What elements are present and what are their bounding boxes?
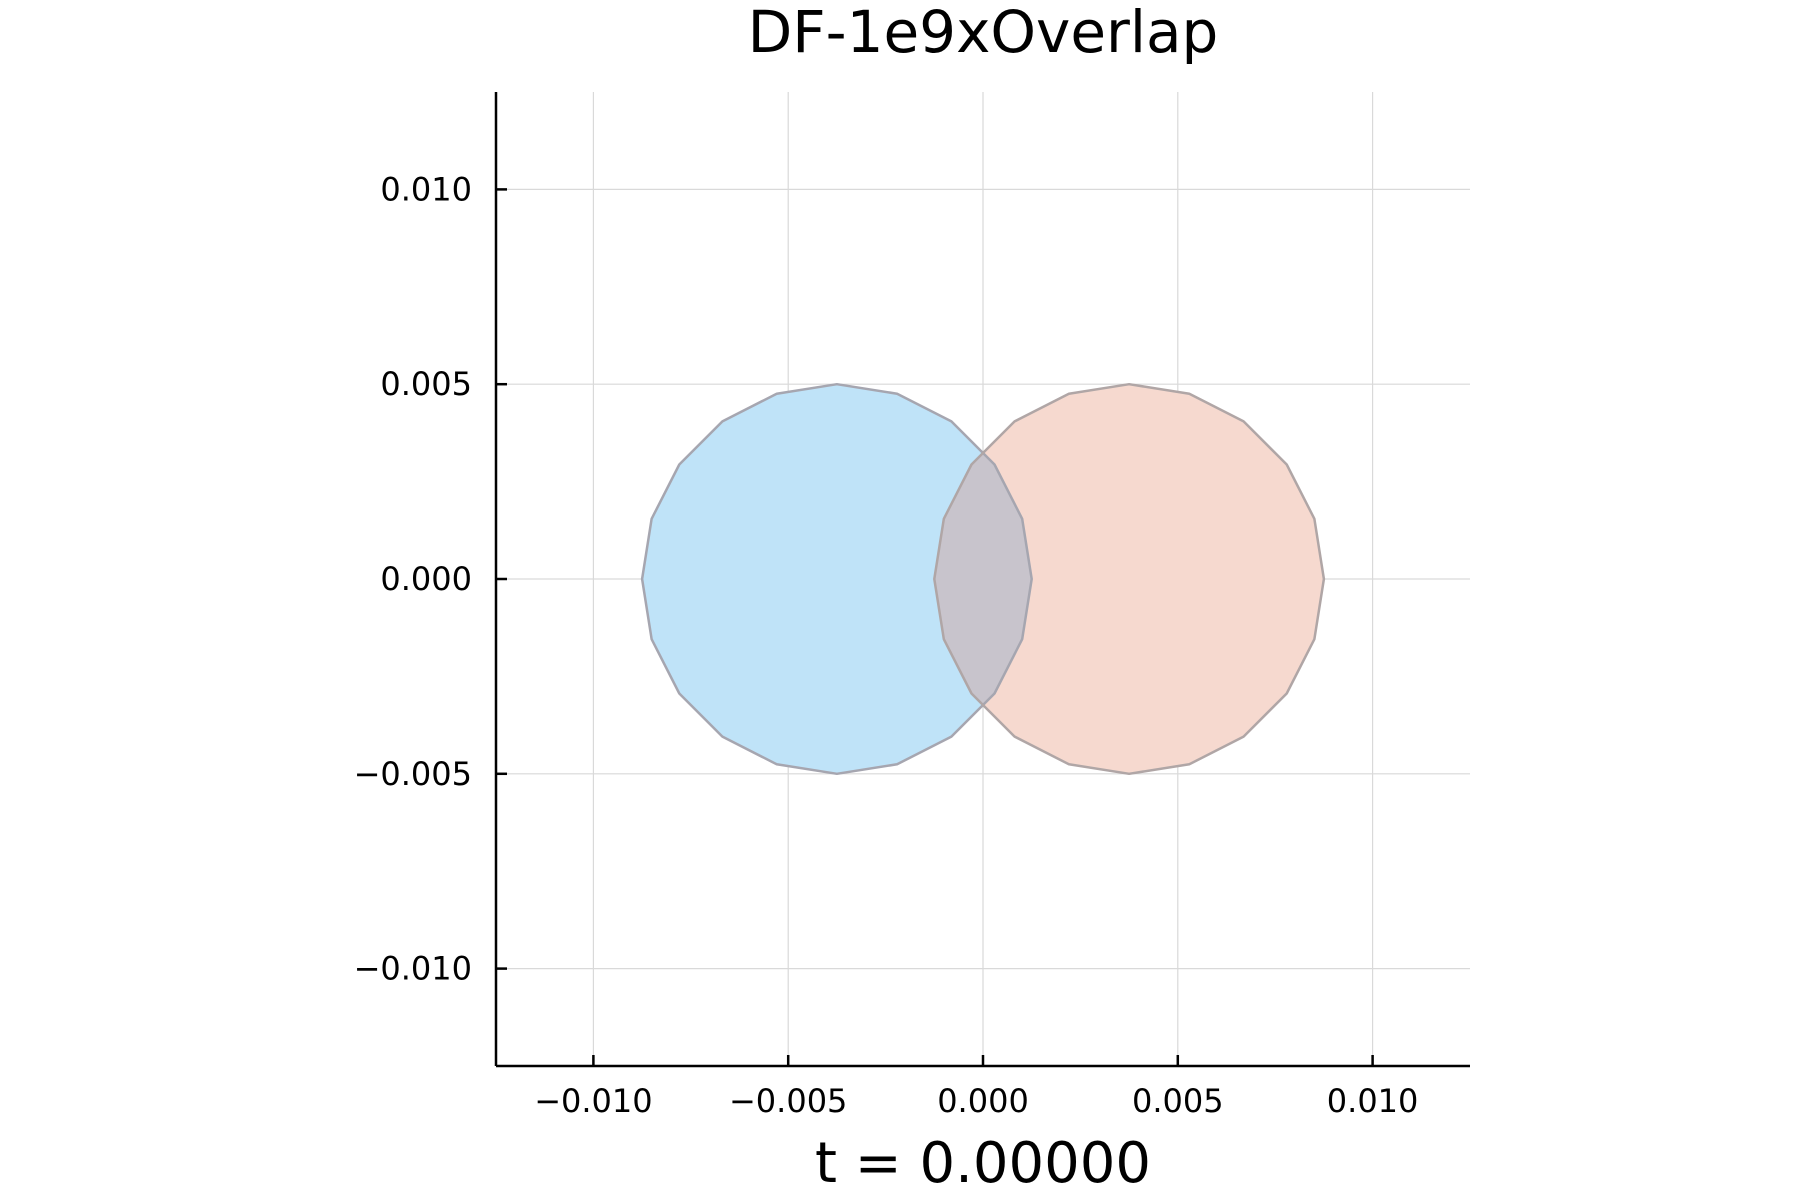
x-tick-label: 0.005: [1132, 1082, 1224, 1120]
plot-area: [640, 382, 1326, 776]
y-tick-label: 0.005: [380, 365, 472, 403]
x-tick-label: −0.010: [534, 1082, 652, 1120]
x-tick-label: 0.010: [1327, 1082, 1419, 1120]
polygon-outline-1: [640, 382, 1033, 776]
x-tick-label: 0.000: [937, 1082, 1029, 1120]
y-tick-label: 0.010: [380, 170, 472, 208]
grid: [496, 92, 1470, 1066]
polygon-outline-2: [933, 382, 1326, 776]
axes: [494, 92, 1470, 1068]
polygon-2: [934, 384, 1324, 774]
x-tick-label: −0.005: [729, 1082, 847, 1120]
y-tick-label: −0.010: [354, 950, 472, 988]
x-axis-label: t = 0.00000: [815, 1131, 1151, 1196]
chart-title: DF-1e9xOverlap: [748, 0, 1219, 66]
tick-labels: −0.010 −0.005 0.000 0.005 0.010 0.010 0.005 0.0…: [354, 170, 1419, 1120]
y-tick-label: −0.005: [354, 755, 472, 793]
polygon-1: [642, 384, 1032, 774]
y-tick-label: 0.000: [380, 560, 472, 598]
